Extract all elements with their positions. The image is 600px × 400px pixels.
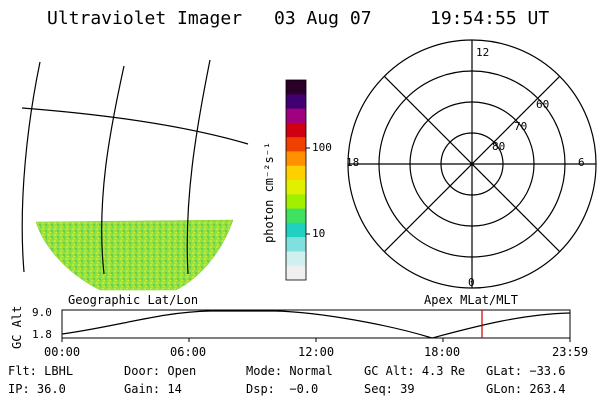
status-dsp: Dsp: −0.0 — [246, 382, 319, 396]
lat-line — [21, 107, 249, 145]
colorbar-swatch — [286, 165, 306, 181]
geographic-panel-label: Geographic Lat/Lon — [68, 293, 199, 307]
colorbar-swatch — [286, 180, 306, 195]
colorbar-swatch — [286, 237, 306, 252]
orbit-ytick-9: 9.0 — [32, 306, 52, 319]
mlt-label-18: 18 — [346, 156, 360, 169]
mlt-label-6: 6 — [578, 156, 585, 169]
header-date: 03 Aug 07 — [274, 8, 372, 29]
lon-line-3 — [186, 59, 211, 275]
status-door: Door: Open — [124, 364, 197, 378]
colorbar-unit-label: photon cm⁻²s⁻¹ — [262, 141, 276, 243]
app-title: Ultraviolet Imager — [47, 8, 243, 29]
colorbar-swatch — [286, 108, 306, 124]
colorbar-swatch — [286, 151, 306, 167]
colorbar-swatch — [286, 208, 306, 224]
colorbar-swatch — [286, 94, 306, 110]
orbit-xtick-1800: 18:00 — [424, 345, 461, 359]
orbit-ylabel: GC Alt — [10, 305, 24, 349]
lon-line-1 — [21, 61, 41, 273]
orbit-xtick-0000: 00:00 — [44, 345, 81, 359]
orbit-xtick-0600: 06:00 — [170, 345, 207, 359]
colorbar-swatch — [286, 265, 306, 281]
colorbar-swatch — [286, 251, 306, 267]
lon-line-2 — [101, 65, 125, 275]
mlat-label-70: 70 — [514, 120, 528, 133]
colorbar-tick-100: 100 — [312, 141, 332, 154]
colorbar-swatch — [286, 122, 306, 138]
mlat-label-60: 60 — [536, 98, 550, 111]
mlat-label-80: 80 — [492, 140, 506, 153]
orbit-xtick-2359: 23:59 — [552, 345, 589, 359]
aurora-image — [35, 219, 234, 291]
polar-panel-label: Apex MLat/MLT — [424, 293, 518, 307]
colorbar-tick-10: 10 — [312, 227, 326, 240]
status-mode: Mode: Normal — [246, 364, 333, 378]
orbit-plot — [61, 309, 571, 342]
mlt-label-0: 0 — [468, 276, 475, 289]
status-gain: Gain: 14 — [124, 382, 182, 396]
polar-plot — [347, 39, 597, 289]
geographic-panel — [21, 59, 249, 291]
header-time: 19:54:55 UT — [430, 8, 550, 29]
colorbar-swatch — [286, 194, 306, 210]
status-flt: Flt: LBHL — [8, 364, 74, 378]
colorbar-swatch — [286, 222, 306, 238]
colorbar-swatch — [286, 137, 306, 152]
orbit-altitude-curve — [61, 310, 571, 339]
mlt-label-12: 12 — [476, 46, 490, 59]
status-glon: GLon: 263.4 — [486, 382, 566, 396]
colorbar-swatch — [286, 80, 306, 95]
orbit-ytick-1-8: 1.8 — [32, 328, 52, 341]
status-seq: Seq: 39 — [364, 382, 415, 396]
colorbar — [285, 79, 310, 281]
status-gc-alt: GC Alt: 4.3 Re — [364, 364, 466, 378]
status-glat: GLat: −33.6 — [486, 364, 566, 378]
status-ip: IP: 36.0 — [8, 382, 66, 396]
orbit-xtick-1200: 12:00 — [298, 345, 335, 359]
